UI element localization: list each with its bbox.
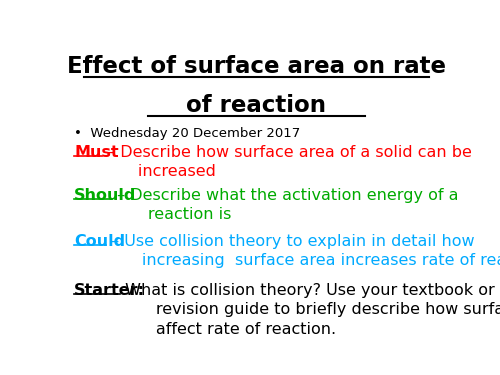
Text: Could: Could [74, 234, 125, 249]
Text: – Describe what the activation energy of a
       reaction is: – Describe what the activation energy of… [112, 188, 459, 222]
Text: of reaction: of reaction [186, 94, 326, 117]
Text: Should: Should [74, 188, 136, 203]
Text: Starter:: Starter: [74, 283, 145, 298]
Text: – Describe how surface area of a solid can be
       increased: – Describe how surface area of a solid c… [102, 145, 472, 179]
Text: •  Wednesday 20 December 2017: • Wednesday 20 December 2017 [74, 127, 300, 140]
Text: Must: Must [74, 145, 119, 160]
Text: What is collision theory? Use your textbook or
       revision guide to briefly : What is collision theory? Use your textb… [120, 283, 500, 337]
Text: – Use collision theory to explain in detail how
       increasing  surface area : – Use collision theory to explain in det… [106, 234, 500, 268]
Text: Effect of surface area on rate: Effect of surface area on rate [67, 55, 446, 78]
